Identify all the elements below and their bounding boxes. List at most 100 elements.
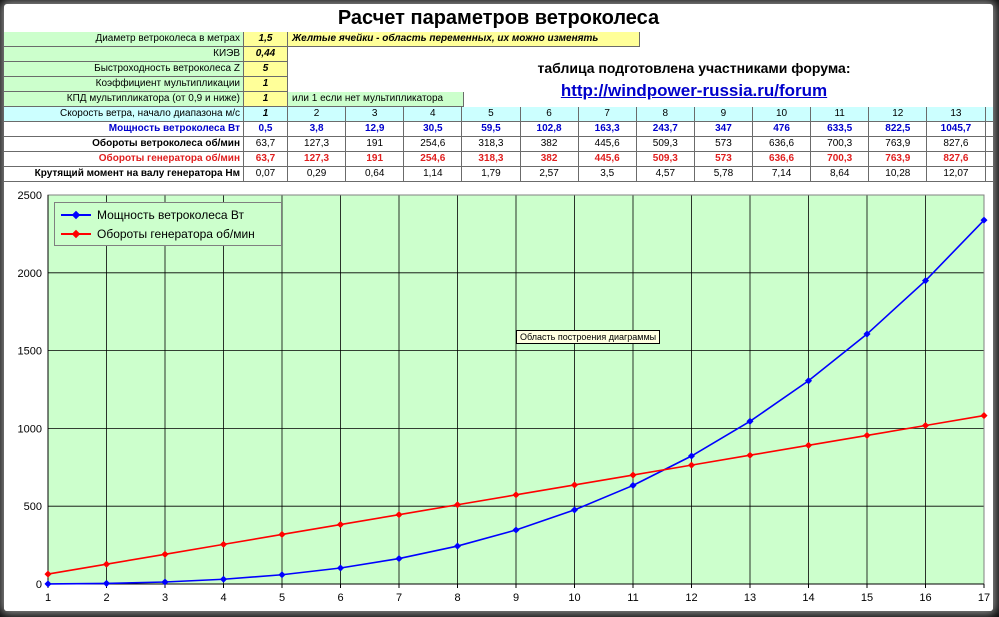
y-tick-label: 2500 [18,190,42,202]
table-cell[interactable]: 3,5 [578,167,637,182]
y-tick-label: 2000 [18,268,42,280]
speed-header-cell: 14 [985,107,993,122]
table-cell[interactable]: 509,3 [636,137,695,152]
table-row-label: Крутящий момент на валу генератора Нм [4,167,244,182]
x-tick-label: 8 [454,592,460,604]
speed-header-cell: 12 [869,107,928,122]
x-tick-label: 16 [919,592,931,604]
x-tick-label: 10 [568,592,580,604]
table-cell[interactable]: 30,5 [404,122,463,137]
param-value-input[interactable]: 1 [244,92,288,107]
table-cell[interactable]: 12,07 [927,167,986,182]
x-tick-label: 9 [513,592,519,604]
table-cell[interactable]: 318,3 [462,137,521,152]
table-cell[interactable]: 7,14 [753,167,812,182]
chart-tooltip: Область построения диаграммы [516,330,661,344]
table-cell[interactable]: 573 [694,152,753,167]
series-point-1 [921,421,930,430]
table-cell[interactable]: 3,8 [288,122,347,137]
table-cell[interactable]: 763,9 [869,137,928,152]
table-cell[interactable]: 191 [346,137,405,152]
table-cell[interactable]: 382 [520,137,579,152]
speed-header-cell: 3 [346,107,405,122]
series-point-0 [921,277,930,285]
table-cell[interactable]: 1,14 [404,167,463,182]
table-cell[interactable]: 0,64 [346,167,405,182]
table-cell[interactable]: 382 [520,152,579,167]
table-cell[interactable]: 59,5 [462,122,521,137]
table-cell[interactable]: 254,6 [404,152,463,167]
table-cell[interactable]: 318,3 [462,152,521,167]
table-cell[interactable]: 700,3 [811,137,870,152]
page-title: Расчет параметров ветроколеса [337,7,660,29]
series-point-0 [453,542,462,550]
table-cell[interactable]: 1306 [985,122,993,137]
table-cell[interactable]: 891,3 [985,137,993,152]
series-point-1 [512,491,520,499]
series-point-1 [570,481,579,489]
series-point-1 [395,511,403,519]
table-cell[interactable]: 0,07 [244,167,288,182]
table-cell[interactable]: 8,64 [811,167,870,182]
series-point-1 [863,431,871,439]
table-cell[interactable]: 127,3 [288,152,347,167]
table-cell[interactable]: 700,3 [811,152,870,167]
param-value-input[interactable]: 1,5 [244,32,288,47]
table-cell[interactable]: 763,9 [869,152,928,167]
table-cell[interactable]: 191 [346,152,405,167]
table-row-label: Обороты генератора об/мин [4,152,244,167]
param-label: КПД мультипликатора (от 0,9 и ниже) [4,92,244,107]
param-value-input[interactable]: 5 [244,62,288,77]
table-cell[interactable]: 63,7 [244,152,288,167]
table-cell[interactable]: 102,8 [520,122,579,137]
table-cell[interactable]: 445,6 [578,137,637,152]
speed-header-cell: 9 [694,107,753,122]
x-tick-label: 13 [744,592,756,604]
series-point-1 [453,501,462,509]
table-cell[interactable]: 5,78 [694,167,753,182]
legend-label-power: Мощность ветроколеса Вт [97,208,244,222]
forum-link[interactable]: http://windpower-russia.ru/forum [560,81,828,100]
table-cell[interactable]: 63,7 [244,137,288,152]
param-value-input[interactable]: 1 [244,77,288,92]
table-cell[interactable]: 254,6 [404,137,463,152]
table-cell[interactable]: 827,6 [927,152,986,167]
table-cell[interactable]: 347 [694,122,753,137]
speed-header-cell: 5 [462,107,521,122]
table-cell[interactable]: 127,3 [288,137,347,152]
table-cell[interactable]: 891,3 [985,152,993,167]
table-cell[interactable]: 4,57 [636,167,695,182]
table-cell[interactable]: 509,3 [636,152,695,167]
legend[interactable]: Мощность ветроколеса Вт Обороты генерато… [54,202,282,246]
table-cell[interactable]: 476 [753,122,812,137]
table-cell[interactable]: 163,3 [578,122,637,137]
table-cell[interactable]: 1045,7 [927,122,986,137]
table-cell[interactable]: 243,7 [636,122,695,137]
x-axis: 1 2 3 4 5 6 7 8 9 10 11 12 13 14 15 16 17 [45,583,990,604]
table-cell[interactable]: 636,6 [753,137,812,152]
table-cell[interactable]: 636,6 [753,152,812,167]
table-cell[interactable]: 13,99 [985,167,993,182]
table-cell[interactable]: 633,5 [811,122,870,137]
table-cell[interactable]: 0,5 [244,122,288,137]
x-tick-label: 17 [978,592,990,604]
table-cell[interactable]: 10,28 [869,167,928,182]
speed-header-cell: 8 [636,107,695,122]
table-cell[interactable]: 573 [694,137,753,152]
table-row-label: Мощность ветроколеса Вт [4,122,244,137]
table-cell[interactable]: 0,29 [288,167,347,182]
x-tick-label: 5 [279,592,285,604]
series-point-0 [746,417,754,425]
x-tick-label: 14 [802,592,814,604]
series-point-1 [278,530,286,539]
param-value-input[interactable]: 0,44 [244,47,288,62]
table-cell[interactable]: 822,5 [869,122,928,137]
table-cell[interactable]: 827,6 [927,137,986,152]
table-cell[interactable]: 12,9 [346,122,405,137]
table-cell[interactable]: 1,79 [462,167,521,182]
table-cell[interactable]: 445,6 [578,152,637,167]
y-tick-label: 0 [36,579,42,591]
table-cell[interactable]: 2,57 [520,167,579,182]
param-value-input[interactable]: 1 [244,107,288,122]
